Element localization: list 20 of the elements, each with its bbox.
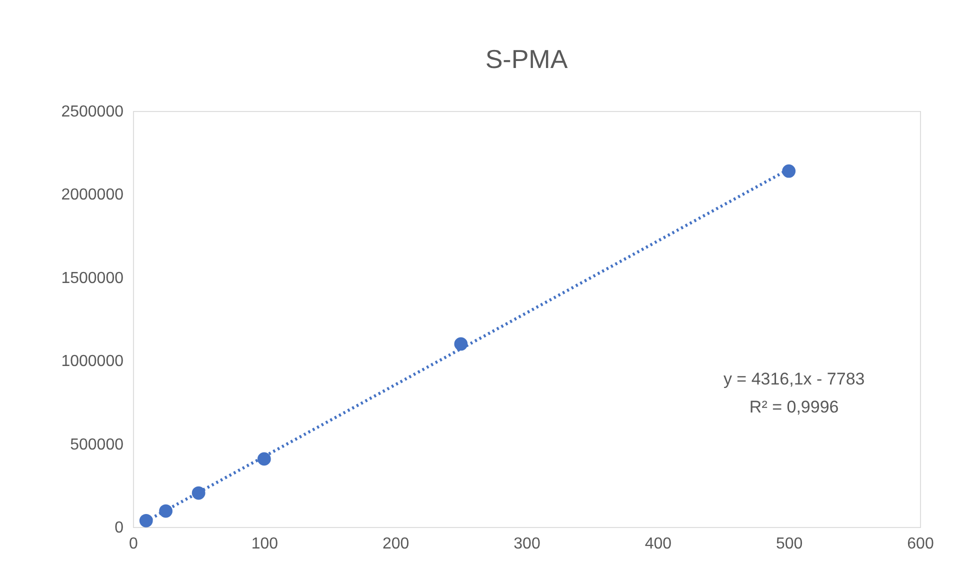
x-tick-label: 0 bbox=[129, 536, 138, 552]
point bbox=[139, 514, 153, 528]
annotation: R² = 0,9996 bbox=[749, 397, 839, 416]
x-tick-label: 300 bbox=[514, 536, 540, 552]
x-tick-label: 200 bbox=[382, 536, 410, 552]
y-tick-label: 500000 bbox=[70, 436, 124, 454]
y-tick-label: 2000000 bbox=[61, 186, 124, 204]
point bbox=[454, 337, 468, 351]
x-tick-label: 500 bbox=[776, 536, 803, 552]
annotation: y = 4316,1x - 7783 bbox=[723, 369, 865, 388]
x-tick-label: 600 bbox=[907, 536, 934, 552]
y-tick-label: 2500000 bbox=[61, 104, 124, 120]
y-tick-label: 1500000 bbox=[61, 270, 124, 287]
y-tick-label: 0 bbox=[114, 520, 124, 536]
point bbox=[257, 452, 271, 466]
x-tick-label: 400 bbox=[644, 536, 672, 552]
chart-title: S-PMA bbox=[485, 44, 568, 74]
x-tick-label: 100 bbox=[251, 536, 278, 552]
y-tick-label: 1000000 bbox=[61, 353, 124, 370]
point bbox=[782, 164, 796, 178]
